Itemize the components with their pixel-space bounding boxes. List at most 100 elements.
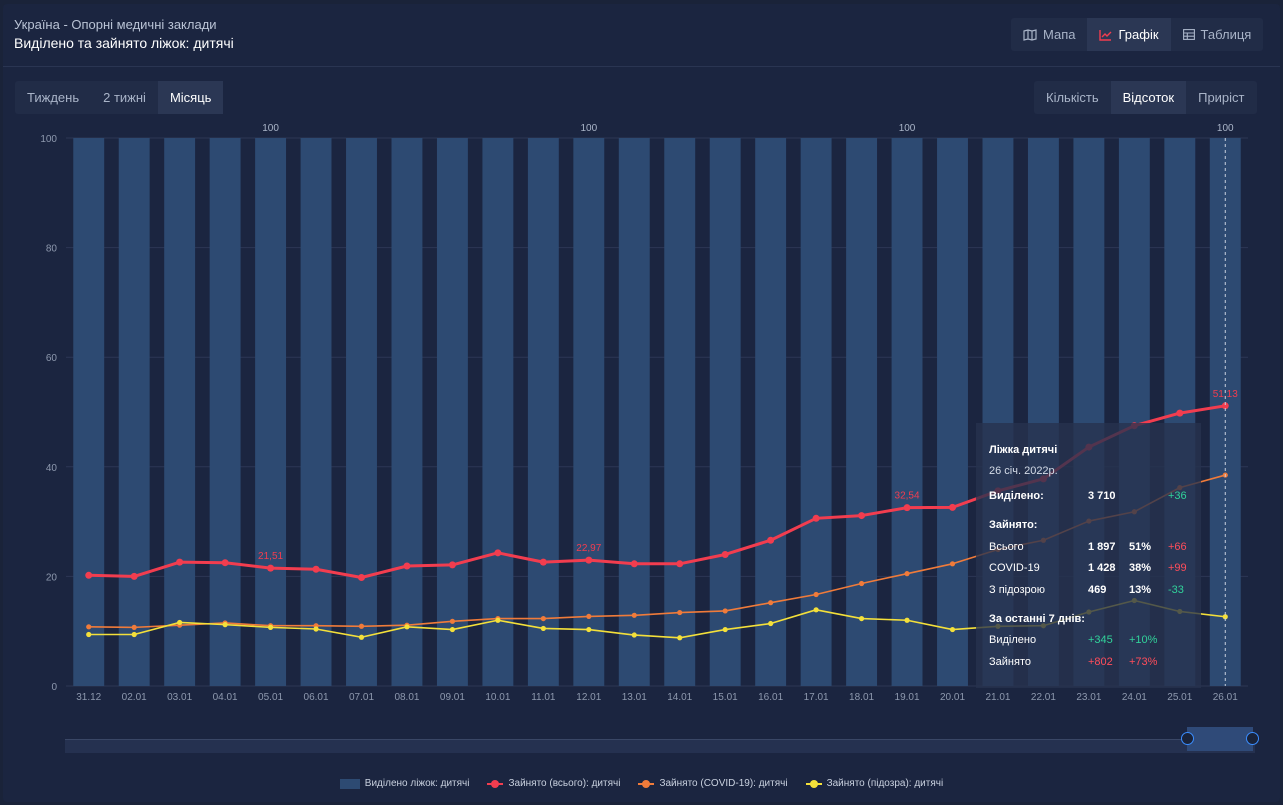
tooltip-title: Ліжка дитячі (989, 444, 1058, 456)
x-tick-label: 15.01 (713, 692, 738, 703)
legend-label: Виділено ліжок: дитячі (364, 778, 470, 789)
bar-allocated (846, 138, 878, 686)
point-value-label: 21,51 (258, 551, 283, 562)
bar-value-label: 100 (899, 123, 916, 134)
tab-count[interactable]: Кількість (1046, 90, 1099, 105)
x-tick-label: 10.01 (485, 692, 510, 703)
chart-tooltip: Ліжка дитячі 26 січ. 2022р. Виділено: 3 … (976, 423, 1201, 688)
legend-label: Зайнято (COVID-19): дитячі (659, 778, 788, 789)
tab-chart[interactable]: Графік (1087, 18, 1171, 51)
header-divider (3, 66, 1280, 67)
tab-month[interactable]: Місяць (157, 81, 224, 114)
x-tick-label: 05.01 (258, 692, 283, 703)
bar-allocated (73, 138, 105, 686)
scrollbar-left-grip[interactable] (1181, 732, 1194, 745)
line-total-point (221, 559, 229, 567)
legend-item-covid[interactable]: Зайнято (COVID-19): дитячі (638, 778, 788, 789)
line-total-point (630, 560, 638, 568)
breadcrumb: Україна - Опорні медичні заклади (14, 17, 217, 32)
line-suspect-point (722, 626, 728, 633)
tab-percent[interactable]: Відсоток (1110, 81, 1187, 114)
tooltip-row-covid: COVID-19 1 428 38% +99 (989, 560, 1194, 576)
tooltip-row-value: 469 (1088, 584, 1107, 596)
tooltip-row-total: Всього 1 897 51% +66 (989, 539, 1194, 555)
line-covid-point (449, 618, 456, 624)
bar-allocated (527, 138, 559, 686)
x-tick-label: 23.01 (1076, 692, 1101, 703)
tab-table[interactable]: Таблиця (1171, 18, 1264, 51)
scrollbar-right-grip[interactable] (1246, 732, 1259, 745)
bar-allocated (164, 138, 196, 686)
x-tick-label: 09.01 (440, 692, 465, 703)
line-suspect-point (586, 626, 592, 633)
line-total-point (358, 573, 365, 581)
scrollbar-selection[interactable] (1187, 727, 1253, 751)
tab-week[interactable]: Тиждень (27, 90, 80, 105)
line-suspect-point (904, 617, 910, 623)
bar-allocated (482, 138, 514, 686)
legend-label: Зайнято (всього): дитячі (508, 778, 621, 789)
tooltip-row-suspect: З підозрою 469 13% -33 (989, 582, 1194, 598)
line-suspect-point (131, 631, 137, 638)
line-covid-point (631, 612, 637, 618)
line-suspect-point (813, 607, 819, 613)
line-total-point (403, 562, 411, 570)
legend-item-total[interactable]: Зайнято (всього): дитячі (487, 778, 620, 789)
line-covid-point (722, 608, 728, 614)
line-chart-icon (1099, 29, 1112, 41)
line-total-point (585, 556, 593, 564)
line-suspect-point (86, 631, 92, 638)
view-switcher: Мапа Графік Таблиця (1011, 18, 1264, 51)
x-tick-label: 18.01 (849, 692, 874, 703)
chart-scrollbar[interactable] (65, 739, 1255, 753)
tooltip-week-label: За останні 7 днів: (989, 613, 1085, 625)
bar-allocated (209, 138, 241, 686)
x-tick-label: 21.01 (985, 692, 1010, 703)
bar-allocated (800, 138, 832, 686)
line-covid-point (904, 571, 910, 577)
bar-value-label: 100 (262, 123, 279, 134)
tooltip-allocated-delta: +36 (1168, 490, 1187, 502)
tab-two-weeks[interactable]: 2 тижні (103, 90, 146, 105)
line-suspect-point (768, 620, 774, 627)
line-total-point (676, 560, 684, 568)
line-covid-point (768, 600, 774, 606)
line-total-point (539, 558, 547, 566)
point-value-label: 32,54 (895, 491, 920, 502)
tooltip-row-label: Всього (989, 541, 1024, 553)
x-tick-label: 11.01 (531, 692, 556, 703)
tooltip-week-row-value: +802 (1088, 656, 1113, 668)
x-tick-label: 04.01 (213, 692, 238, 703)
tab-map[interactable]: Мапа (1011, 18, 1087, 51)
x-tick-label: 31.12 (76, 692, 101, 703)
line-covid-point (358, 623, 365, 629)
legend-bar-swatch (339, 778, 360, 789)
line-total-point (312, 565, 320, 573)
tooltip-row-pct: 13% (1129, 584, 1152, 596)
tooltip-week-occupied: Зайнято +802 +73% (989, 654, 1194, 670)
tooltip-date: 26 січ. 2022р. (989, 465, 1058, 477)
x-tick-label: 25.01 (1167, 692, 1192, 703)
x-tick-label: 20.01 (940, 692, 965, 703)
x-tick-label: 26.01 (1213, 692, 1238, 703)
line-suspect-point (222, 622, 228, 628)
legend-item-allocated[interactable]: Виділено ліжок: дитячі (339, 778, 470, 789)
tooltip-week-row-value: +345 (1088, 634, 1113, 646)
line-total-point (767, 536, 775, 544)
bar-allocated (300, 138, 332, 686)
tab-growth[interactable]: Приріст (1198, 90, 1245, 105)
line-covid-point (677, 609, 683, 616)
tooltip-week-row-label: Зайнято (989, 656, 1031, 668)
line-total-point (949, 503, 956, 511)
legend-item-suspect[interactable]: Зайнято (підозра): дитячі (805, 778, 943, 789)
line-total-point (903, 504, 911, 512)
table-icon (1182, 29, 1195, 40)
tooltip-week-row-pct: +73% (1129, 656, 1158, 668)
x-tick-label: 08.01 (394, 692, 419, 703)
bar-allocated (255, 138, 287, 686)
y-tick-label: 40 (46, 463, 58, 474)
tooltip-row-label: COVID-19 (989, 562, 1040, 574)
bar-allocated (1209, 138, 1241, 686)
x-tick-label: 22.01 (1031, 692, 1056, 703)
tooltip-allocated-row: Виділено: 3 710 +36 (989, 488, 1194, 504)
